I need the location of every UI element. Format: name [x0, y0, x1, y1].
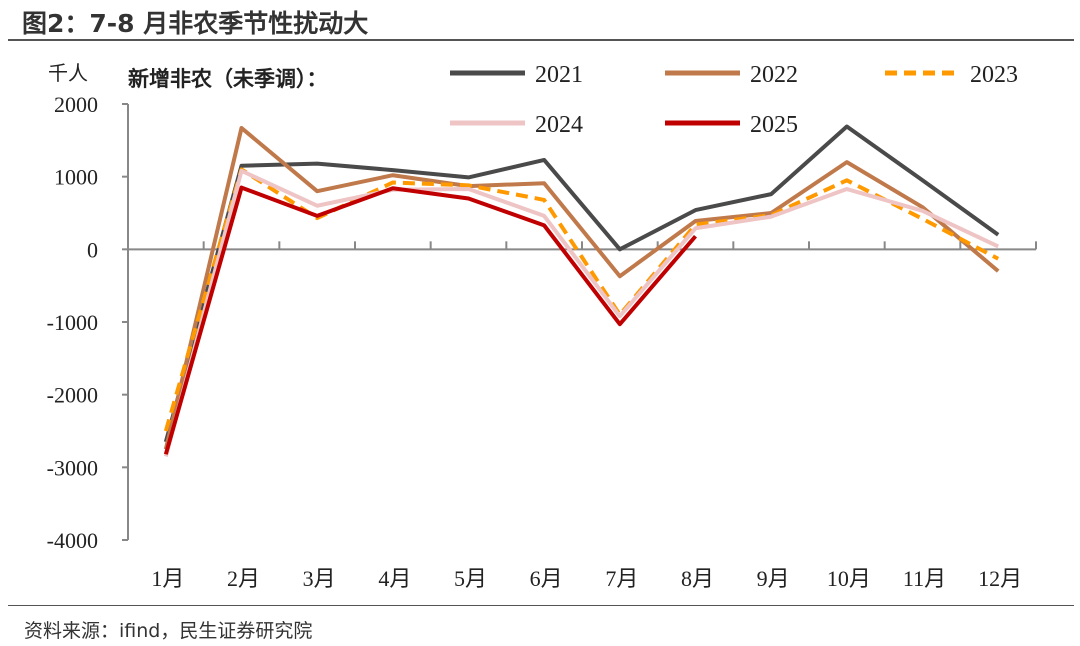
series-line-2022	[163, 125, 1000, 450]
title-divider	[8, 39, 1074, 41]
y-tick-label: 2000	[54, 92, 98, 117]
series-line-2025	[163, 185, 698, 455]
x-tick-label: 8月	[681, 566, 714, 591]
series-line-2021	[163, 124, 1000, 443]
x-tick-label: 4月	[378, 566, 411, 591]
x-tick-label: 12月	[978, 566, 1022, 591]
x-tick-label: 2月	[227, 566, 260, 591]
legend-label-2025: 2025	[750, 112, 798, 138]
x-tick-label: 7月	[605, 566, 638, 591]
source-divider	[8, 605, 1074, 606]
x-tick-label: 1月	[151, 566, 184, 591]
series-line-2024	[163, 168, 1000, 457]
legend-label-2024: 2024	[535, 112, 583, 138]
y-axis-label: 千人	[48, 61, 88, 85]
x-tick-label: 3月	[303, 566, 336, 591]
x-tick-label: 11月	[903, 566, 946, 591]
x-tick-label: 10月	[827, 566, 871, 591]
x-tick-label: 5月	[454, 566, 487, 591]
legend-label-2021: 2021	[535, 62, 583, 88]
legend-label-2022: 2022	[750, 62, 798, 88]
y-tick-label: -1000	[47, 310, 98, 335]
legend-label-2023: 2023	[970, 62, 1018, 88]
source-note: 资料来源：ifind，民生证券研究院	[24, 620, 313, 642]
figure-title: 图2：7-8 月非农季节性扰动大	[22, 9, 369, 38]
y-tick-label: -3000	[47, 455, 98, 480]
series-line-2023	[163, 167, 1000, 432]
x-tick-label: 6月	[530, 566, 563, 591]
y-tick-label: -2000	[47, 383, 98, 408]
y-tick-label: -4000	[47, 528, 98, 553]
y-tick-label: 0	[87, 237, 98, 262]
legend-title: 新增非农（未季调）：	[128, 67, 328, 91]
y-tick-label: 1000	[54, 165, 98, 190]
x-tick-label: 9月	[757, 566, 790, 591]
